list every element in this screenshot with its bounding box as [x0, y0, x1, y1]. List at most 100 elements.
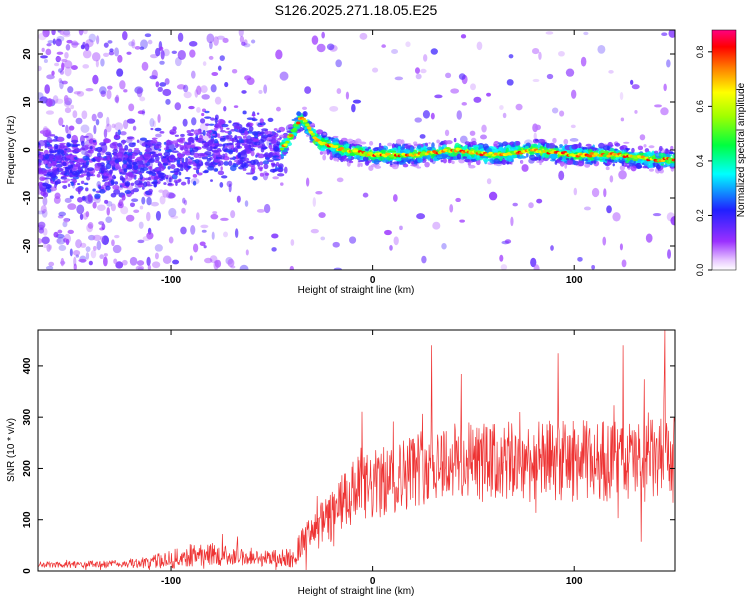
spectrogram-cell: [326, 149, 330, 156]
spectrogram-cell: [181, 207, 186, 214]
spectrogram-cell: [315, 190, 323, 195]
spectrogram-cell: [79, 213, 84, 220]
spectrogram-cell: [228, 150, 233, 155]
spectrogram-cell: [666, 212, 675, 222]
spectrogram-cell: [333, 135, 336, 139]
spectrogram-cell: [201, 112, 205, 117]
spectrogram-cell: [186, 142, 192, 145]
spectrogram-cell: [530, 257, 537, 268]
spectrogram-cell: [153, 181, 158, 188]
spectrogram-cell: [141, 196, 146, 205]
spectrogram-cell: [276, 141, 281, 146]
spectrogram-cell: [66, 133, 72, 139]
spectrogram-cell: [107, 40, 113, 44]
spectrogram-cell: [213, 138, 219, 145]
spectrogram-cell: [96, 240, 102, 251]
spectrogram-cell: [117, 54, 123, 63]
spectrogram-cell: [613, 148, 618, 151]
spectrogram-cell: [268, 144, 273, 150]
spectrogram-cell: [471, 158, 477, 162]
spectrogram-cell: [168, 236, 174, 244]
spectrogram-cell: [112, 184, 120, 190]
spectrogram-cell: [458, 73, 466, 80]
spectrogram-cell: [348, 155, 352, 160]
spectrogram-cell: [321, 31, 325, 39]
spectrogram-cell: [322, 154, 327, 161]
spectrogram-cell: [575, 154, 580, 158]
spectrogram-cell: [207, 165, 215, 171]
spectrogram-cell: [228, 183, 232, 193]
spec-y-tick-label: -10: [22, 190, 33, 205]
spectrogram-cell: [613, 159, 620, 163]
spectrogram-cell: [459, 135, 468, 144]
spectrogram-cell: [56, 237, 66, 245]
spectrogram-cell: [654, 104, 662, 108]
spectrogram-cell: [51, 70, 55, 76]
spectrogram-cell: [123, 168, 128, 173]
spectrogram-cell: [59, 70, 65, 75]
spectrogram-cell: [114, 159, 119, 164]
spectrogram-cell: [532, 78, 540, 83]
spectrogram-cell: [159, 46, 164, 51]
spectrogram-cell: [528, 202, 534, 209]
spectrogram-cell: [367, 146, 371, 150]
spectrogram-cell: [147, 264, 152, 270]
spectrogram-cell: [229, 157, 234, 160]
spectrogram-cell: [468, 164, 476, 169]
spectrogram-cell: [216, 35, 225, 40]
spectrogram-cell: [486, 92, 492, 97]
spectrogram-cell: [154, 127, 162, 132]
spectrogram-cell: [58, 77, 63, 84]
spectrogram-cell: [92, 201, 97, 209]
spectrogram-cell: [129, 202, 136, 208]
spectrogram-cell: [245, 249, 249, 256]
spectrogram-cell: [241, 41, 246, 46]
spectrogram-cell: [188, 105, 195, 110]
spectrogram-cell: [262, 143, 265, 149]
spectrogram-cell: [332, 138, 336, 143]
spectrogram-cell: [444, 129, 450, 137]
spectrogram-cell: [151, 169, 156, 174]
spectrogram-cell: [175, 181, 178, 187]
spectrogram-cell: [357, 163, 361, 168]
spectrogram-cell: [154, 155, 160, 161]
spectrogram-cell: [39, 176, 46, 182]
spectrogram-cell: [89, 145, 93, 150]
spectrogram-cell: [429, 157, 434, 163]
spectrogram-cell: [99, 142, 107, 146]
spectrogram-cell: [499, 254, 504, 262]
spectrogram-cell: [86, 223, 94, 233]
spectrogram-cell: [631, 147, 635, 153]
spectrogram-cell: [171, 150, 179, 153]
spectrogram-cell: [190, 157, 194, 160]
spectrogram-cell: [217, 65, 222, 71]
spectrogram-cell: [589, 152, 595, 155]
spectrogram-cell: [336, 177, 344, 183]
spectrogram-cell: [223, 231, 228, 238]
spectrogram-cell: [213, 146, 218, 150]
spectrogram-cell: [66, 142, 71, 148]
spectrogram-cell: [217, 118, 225, 125]
spectrogram-cell: [40, 205, 47, 214]
spectrogram-cell: [77, 196, 83, 203]
spectrogram-cell: [180, 133, 185, 137]
spectrogram-cell: [477, 144, 484, 149]
spectrogram-cell: [143, 181, 148, 188]
spectrogram-cell: [171, 173, 178, 180]
spectrogram-cell: [619, 243, 623, 251]
spectrogram-cell: [426, 146, 433, 151]
spectrogram-cell: [38, 92, 44, 100]
spectrogram-cell: [72, 110, 78, 119]
spectrogram-cell: [267, 117, 274, 122]
spectrogram-cell: [667, 249, 672, 259]
spectrogram-cell: [241, 128, 249, 131]
spectrogram-cell: [106, 85, 113, 90]
spectrogram-cell: [246, 77, 255, 85]
spectrogram-cell: [159, 131, 165, 134]
spectrogram-cell: [38, 227, 44, 234]
spectrogram-cell: [453, 137, 457, 143]
spectrogram-cell: [263, 203, 271, 214]
spectrogram-cell: [74, 148, 82, 153]
spectrogram-cell: [422, 155, 428, 159]
